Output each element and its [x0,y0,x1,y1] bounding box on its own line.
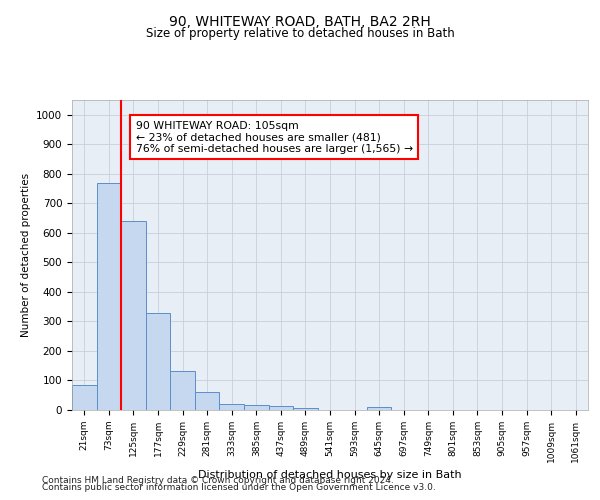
Bar [293,408,318,410]
Bar [72,386,97,410]
Bar [269,406,293,410]
Text: Contains HM Land Registry data © Crown copyright and database right 2024.: Contains HM Land Registry data © Crown c… [42,476,394,485]
Bar [244,404,269,410]
Text: 90 WHITEWAY ROAD: 105sqm
← 23% of detached houses are smaller (481)
76% of semi-: 90 WHITEWAY ROAD: 105sqm ← 23% of detach… [136,120,413,154]
X-axis label: Distribution of detached houses by size in Bath: Distribution of detached houses by size … [198,470,462,480]
Bar [121,221,146,410]
Text: 90, WHITEWAY ROAD, BATH, BA2 2RH: 90, WHITEWAY ROAD, BATH, BA2 2RH [169,15,431,29]
Text: Size of property relative to detached houses in Bath: Size of property relative to detached ho… [146,28,454,40]
Bar [170,370,195,410]
Bar [367,407,391,410]
Bar [220,404,244,410]
Bar [146,312,170,410]
Y-axis label: Number of detached properties: Number of detached properties [20,173,31,337]
Bar [195,392,220,410]
Text: Contains public sector information licensed under the Open Government Licence v3: Contains public sector information licen… [42,484,436,492]
Bar [97,182,121,410]
